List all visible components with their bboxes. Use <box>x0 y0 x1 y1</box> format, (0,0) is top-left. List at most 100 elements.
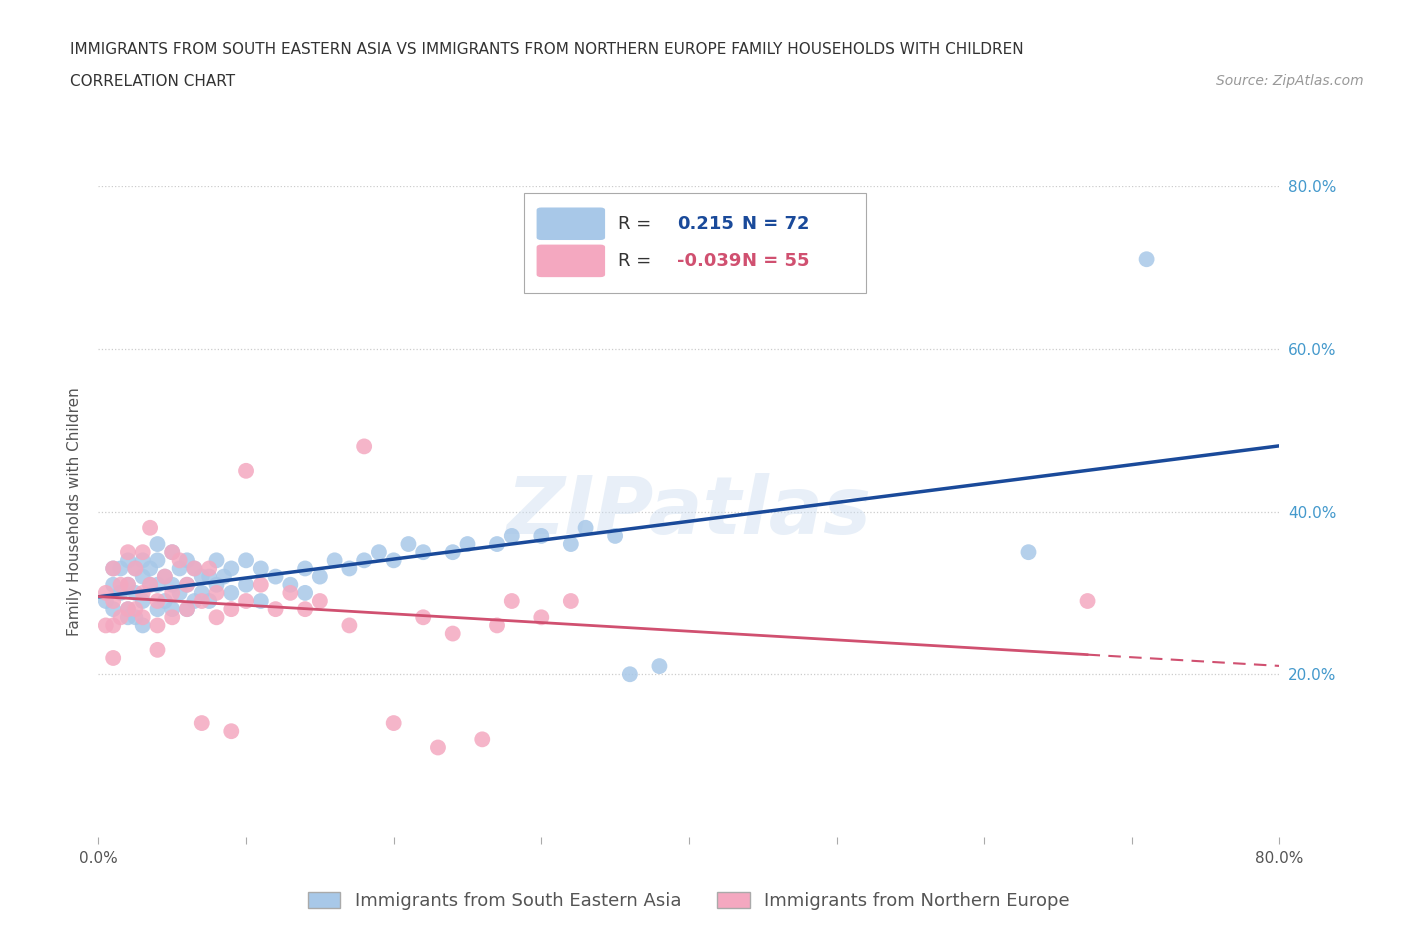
Point <box>250 593 273 608</box>
Point <box>530 610 553 625</box>
Point <box>110 561 132 576</box>
Point <box>124 602 146 617</box>
Point <box>235 593 257 608</box>
Point <box>501 528 523 543</box>
Point <box>235 553 257 568</box>
Point <box>205 610 228 625</box>
Point <box>198 569 221 584</box>
Point <box>162 610 183 625</box>
Point <box>205 553 228 568</box>
Point <box>103 561 125 576</box>
Point <box>162 545 183 560</box>
Point <box>132 618 155 633</box>
Point <box>278 586 302 601</box>
Point <box>176 602 198 617</box>
Point <box>124 586 146 601</box>
FancyBboxPatch shape <box>537 245 605 277</box>
Point <box>162 586 183 601</box>
Point <box>560 593 582 608</box>
Point <box>619 667 641 682</box>
Point <box>278 578 302 592</box>
Point <box>117 553 139 568</box>
Point <box>176 553 198 568</box>
Point <box>264 602 287 617</box>
Point <box>103 618 125 633</box>
Point <box>648 658 671 673</box>
Point <box>191 593 214 608</box>
Point <box>132 545 155 560</box>
Point <box>1077 593 1099 608</box>
Point <box>139 578 162 592</box>
Text: N = 55: N = 55 <box>742 252 810 270</box>
Point <box>441 545 464 560</box>
Point <box>132 569 155 584</box>
Point <box>124 561 146 576</box>
Point <box>153 593 176 608</box>
Text: -0.039: -0.039 <box>678 252 741 270</box>
Point <box>117 578 139 592</box>
Point <box>605 528 627 543</box>
Point <box>132 553 155 568</box>
Point <box>219 561 242 576</box>
Point <box>183 593 205 608</box>
Point <box>176 602 198 617</box>
Point <box>198 561 221 576</box>
Point <box>139 561 162 576</box>
Point <box>456 537 478 551</box>
Point <box>124 561 146 576</box>
Point <box>530 528 553 543</box>
Point <box>191 586 214 601</box>
Point <box>162 578 183 592</box>
Point <box>294 602 316 617</box>
Point <box>427 740 450 755</box>
Point <box>339 561 360 576</box>
Point <box>132 610 155 625</box>
Point <box>146 593 169 608</box>
Point <box>146 553 169 568</box>
Point <box>219 724 242 738</box>
Point <box>146 578 169 592</box>
Point <box>94 586 117 601</box>
Point <box>117 602 139 617</box>
Point <box>153 569 176 584</box>
Point <box>103 651 125 666</box>
Point <box>146 643 169 658</box>
Point <box>294 561 316 576</box>
Point <box>205 586 228 601</box>
Point <box>103 602 125 617</box>
Point <box>183 561 205 576</box>
Point <box>235 578 257 592</box>
Point <box>169 586 191 601</box>
Point <box>103 561 125 576</box>
Point <box>412 545 434 560</box>
Point <box>153 569 176 584</box>
Text: ZIPatlas: ZIPatlas <box>506 472 872 551</box>
Point <box>264 569 287 584</box>
Point <box>560 537 582 551</box>
Point <box>396 537 419 551</box>
Point <box>139 521 162 536</box>
Point <box>235 463 257 478</box>
Text: R =: R = <box>619 252 657 270</box>
Point <box>1017 545 1039 560</box>
Point <box>110 578 132 592</box>
Point <box>309 593 332 608</box>
Point <box>501 593 523 608</box>
Point <box>323 553 346 568</box>
Point <box>132 586 155 601</box>
Y-axis label: Family Households with Children: Family Households with Children <box>67 387 83 636</box>
Point <box>198 593 221 608</box>
Point <box>146 537 169 551</box>
Point <box>219 602 242 617</box>
Point <box>103 593 125 608</box>
Point <box>117 610 139 625</box>
Point <box>94 593 117 608</box>
Point <box>205 578 228 592</box>
Point <box>1135 252 1157 267</box>
Text: Source: ZipAtlas.com: Source: ZipAtlas.com <box>1216 74 1364 88</box>
Point <box>486 537 509 551</box>
Point <box>471 732 494 747</box>
Text: N = 72: N = 72 <box>742 215 810 232</box>
Point <box>169 553 191 568</box>
Point <box>162 545 183 560</box>
